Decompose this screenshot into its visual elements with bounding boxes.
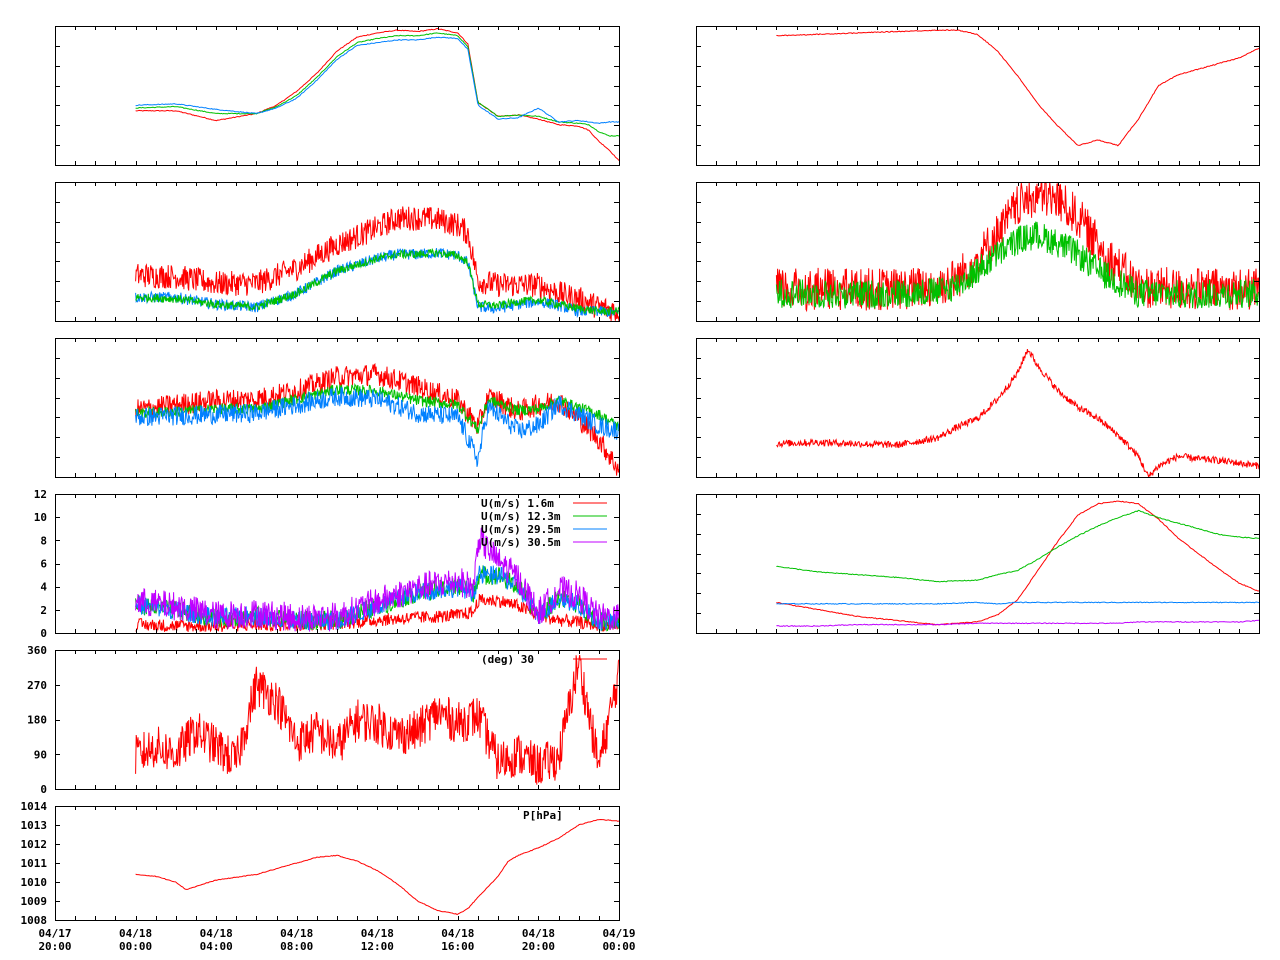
x-tick-time: 00:00 [119, 940, 152, 953]
left-pressure-ytick-label: 1008 [21, 914, 48, 927]
left-wind-direction-panel: 0 90 180 270 360 (deg) 30 [27, 644, 620, 796]
left-wind-speed-ytick-label: 10 [34, 511, 47, 524]
right-temperature-frame [696, 26, 1260, 166]
left-wind-direction-ytick-label: 0 [40, 783, 47, 796]
right-temperature-panel [696, 26, 1260, 166]
left-wind-speed-ytick-label: 6 [40, 558, 47, 571]
left-wind-direction-ytick-label: 270 [27, 679, 47, 692]
left-temperature-diff-series-blue [135, 387, 619, 467]
x-tick-time: 00:00 [602, 940, 635, 953]
right-radiation-panel [696, 182, 1260, 322]
x-tick-time: 16:00 [441, 940, 474, 953]
legend-entry: P[hPa] [523, 809, 563, 822]
left-temperature-diff-panel [55, 338, 620, 478]
right-radiation-series-green [775, 221, 1259, 309]
right-multi-series-purple [776, 619, 1259, 628]
x-tick-date: 04/18 [119, 927, 152, 940]
left-humidity-series-red [135, 206, 619, 321]
left-humidity-series-green [135, 247, 619, 316]
x-tick-date: 04/18 [441, 927, 474, 940]
x-tick-date: 04/18 [200, 927, 233, 940]
legend-entry: U(m/s) 29.5m [481, 523, 561, 536]
x-axis-labels: 04/1720:0004/1800:0004/1804:0004/1808:00… [38, 927, 635, 953]
right-radiation-series-red [775, 182, 1259, 313]
legend-entry: (deg) 30 [481, 653, 534, 666]
left-pressure-ytick-label: 1010 [21, 876, 48, 889]
left-temperature-frame [55, 26, 620, 166]
right-multi-series-blue [776, 601, 1259, 605]
x-tick-date: 04/17 [38, 927, 71, 940]
left-temperature-series-blue [135, 36, 619, 125]
left-pressure-ytick-label: 1014 [21, 800, 48, 813]
right-multi-panel [696, 494, 1260, 634]
left-temperature-series-green [135, 32, 619, 137]
x-tick-time: 20:00 [38, 940, 71, 953]
left-pressure-panel: 1008 1009 1010 1011 1012 1013 1014 P[hPa] [21, 800, 620, 927]
x-tick-time: 12:00 [361, 940, 394, 953]
left-pressure-ytick-label: 1013 [21, 819, 48, 832]
left-wind-speed-ytick-label: 8 [40, 534, 47, 547]
right-gradient-panel [696, 338, 1260, 478]
right-multi-series-green [776, 509, 1259, 583]
left-pressure-frame [55, 806, 620, 921]
left-temperature-diff-series-red [135, 362, 619, 476]
x-tick-time: 20:00 [522, 940, 555, 953]
right-multi-frame [696, 494, 1260, 634]
legend-entry: U(m/s) 12.3m [481, 510, 561, 523]
x-tick-time: 08:00 [280, 940, 313, 953]
right-temperature-series-red [776, 29, 1259, 147]
left-wind-speed-ytick-label: 4 [40, 581, 47, 594]
left-temperature-panel [55, 26, 620, 166]
right-multi-series-red [776, 500, 1259, 626]
left-pressure-ytick-label: 1009 [21, 895, 48, 908]
left-wind-direction-ytick-label: 180 [27, 714, 47, 727]
left-wind-speed-panel: 0 2 4 6 8 10 12 U(m/s) 1.6mU(m/s) 12.3mU(m/s) 2… [34, 488, 620, 640]
x-tick-date: 04/18 [361, 927, 394, 940]
x-tick-date: 04/18 [280, 927, 313, 940]
left-wind-direction-ytick-label: 360 [27, 644, 47, 657]
left-pressure-ytick-label: 1011 [21, 857, 48, 870]
left-wind-speed-ytick-label: 0 [40, 627, 47, 640]
left-humidity-panel [55, 182, 620, 322]
x-tick-time: 04:00 [200, 940, 233, 953]
legend-entry: U(m/s) 30.5m [481, 536, 561, 549]
right-gradient-frame [696, 338, 1260, 478]
right-gradient-series-red [776, 348, 1259, 477]
left-temperature-series-red [135, 27, 619, 161]
left-wind-speed-ytick-label: 12 [34, 488, 47, 501]
legend-entry: U(m/s) 1.6m [481, 497, 554, 510]
left-pressure-ytick-label: 1012 [21, 838, 48, 851]
left-wind-direction-series-red [135, 655, 619, 785]
x-tick-date: 04/18 [522, 927, 555, 940]
left-wind-direction-ytick-label: 90 [34, 748, 47, 761]
left-wind-speed-series-purple [135, 526, 619, 632]
left-pressure-series-red [135, 818, 619, 916]
x-tick-date: 04/19 [602, 927, 635, 940]
left-wind-speed-ytick-label: 2 [40, 604, 47, 617]
